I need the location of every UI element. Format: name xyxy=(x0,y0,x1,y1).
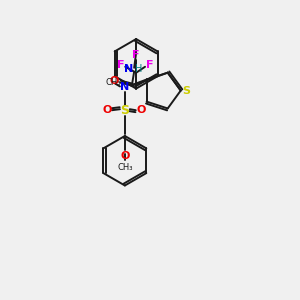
Text: CH₃: CH₃ xyxy=(117,163,133,172)
Text: O: O xyxy=(102,105,112,115)
Text: O: O xyxy=(136,105,146,115)
Text: S: S xyxy=(183,85,191,96)
Text: N: N xyxy=(124,64,133,74)
Text: O: O xyxy=(110,76,119,85)
Text: CH₃: CH₃ xyxy=(105,78,121,87)
Text: H: H xyxy=(135,64,143,74)
Text: F: F xyxy=(116,60,124,70)
Text: F: F xyxy=(146,60,154,70)
Text: N: N xyxy=(120,82,130,92)
Text: S: S xyxy=(120,104,129,117)
Text: O: O xyxy=(120,151,130,161)
Text: F: F xyxy=(132,50,140,60)
